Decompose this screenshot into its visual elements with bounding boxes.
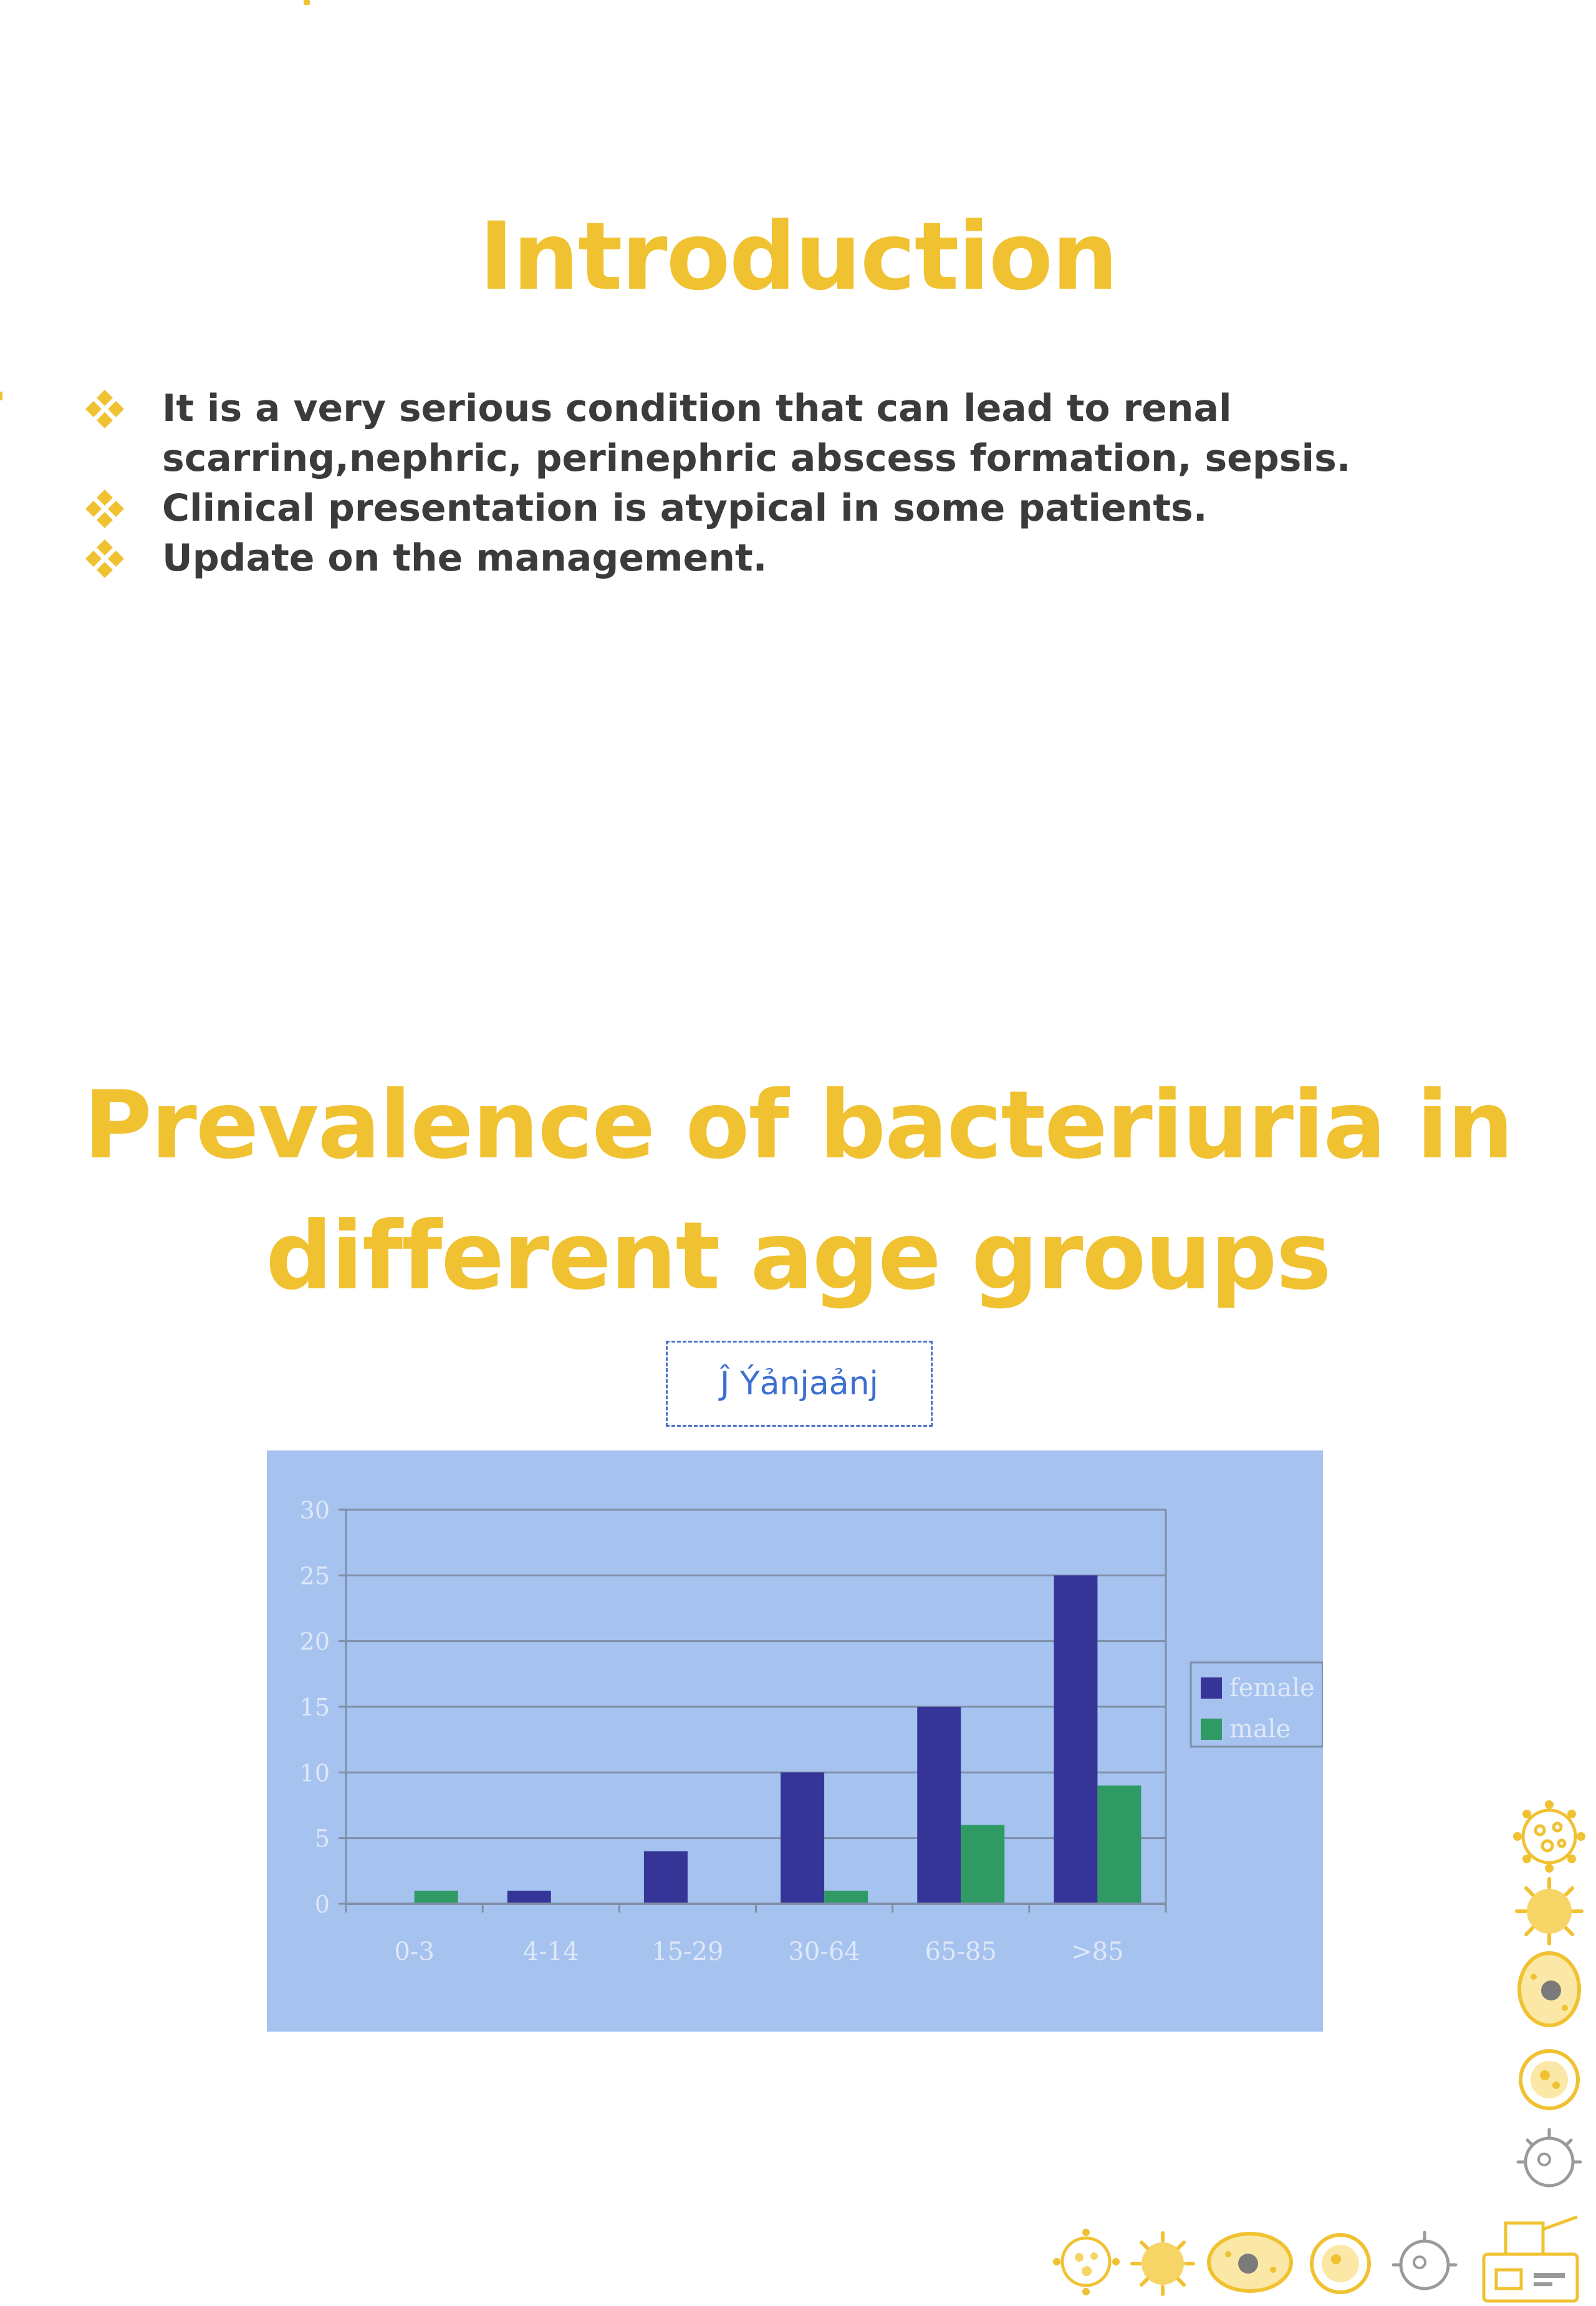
bar-female [507,1890,551,1904]
chart-background [267,1450,1323,2032]
y-tick-label: 15 [300,1694,330,1721]
bullet-item: Clinical presentation is atypical in som… [84,483,1518,533]
bar-female [643,1851,688,1904]
bar-male [1097,1785,1142,1904]
virus-icon [1053,2229,1120,2295]
bar-female [1054,1575,1098,1904]
decorative-mark [0,392,2,400]
page-title: Introduction [479,203,1118,311]
legend-label: female [1229,1674,1315,1702]
diamond-bullet-icon [85,490,124,528]
bacteria-icon [1517,1951,1581,2027]
x-tick-label: 0-3 [394,1937,434,1966]
bullet-text: It is a very serious condition that can … [162,387,1351,480]
x-tick-label: 15-29 [651,1937,723,1966]
slide-title: Prevalence of bacteriuria in different a… [0,1060,1596,1322]
legend-swatch [1201,1719,1222,1740]
diamond-bullet-icon [85,539,124,578]
legend-label: male [1229,1715,1291,1744]
image-caption-box[interactable]: Ĵ Ýảnjaảnj [666,1341,933,1427]
x-tick-label: 65-85 [925,1937,997,1966]
y-tick-label: 30 [300,1497,330,1524]
y-tick-label: 25 [300,1562,330,1590]
bar-male [961,1825,1005,1904]
decorative-mark [304,0,310,5]
x-tick-label: 4-14 [523,1937,579,1966]
bar-male [414,1890,458,1904]
virus-icon [1392,2231,1458,2290]
slide-title-line: different age groups [266,1202,1332,1311]
diamond-bullet-icon [85,390,124,428]
cell-icon [1519,2049,1580,2110]
virus-icon [1513,1800,1585,1873]
bar-male [824,1890,868,1904]
bar-female [781,1772,825,1904]
bullet-list: It is a very serious condition that can … [84,384,1518,583]
image-caption: Ĵ Ýảnjaảnj [719,1365,879,1402]
slide-introduction: Introduction It is a very serious condit… [0,0,1596,935]
bullet-text: Update on the management. [162,536,767,580]
bar-chart: 0 5 10 15 20 25 30 0-3 4-14 15-29 30-64 65-85 >85 fem… [267,1450,1323,2032]
y-tick-label: 5 [315,1825,330,1853]
x-tick-label: 30-64 [788,1937,860,1966]
bar-female [917,1707,961,1904]
y-tick-label: 20 [300,1628,330,1656]
cell-icon [1310,2233,1371,2294]
y-tick-label: 10 [300,1759,330,1787]
bullet-item: It is a very serious condition that can … [84,384,1518,483]
slide-title-line: Prevalence of bacteriuria in [83,1071,1514,1180]
virus-icon [1515,1877,1584,1946]
lab-equipment-icon [1482,2215,1579,2303]
bullet-text: Clinical presentation is atypical in som… [162,486,1208,530]
virus-icon [1516,2128,1582,2188]
bacteria-icon [1207,2232,1293,2293]
legend-box [1190,1661,1323,1748]
virus-icon [1130,2231,1195,2296]
y-tick-label: 0 [315,1891,330,1918]
x-tick-label: >85 [1071,1937,1123,1966]
bullet-item: Update on the management. [84,533,1518,583]
legend-swatch [1201,1677,1222,1699]
